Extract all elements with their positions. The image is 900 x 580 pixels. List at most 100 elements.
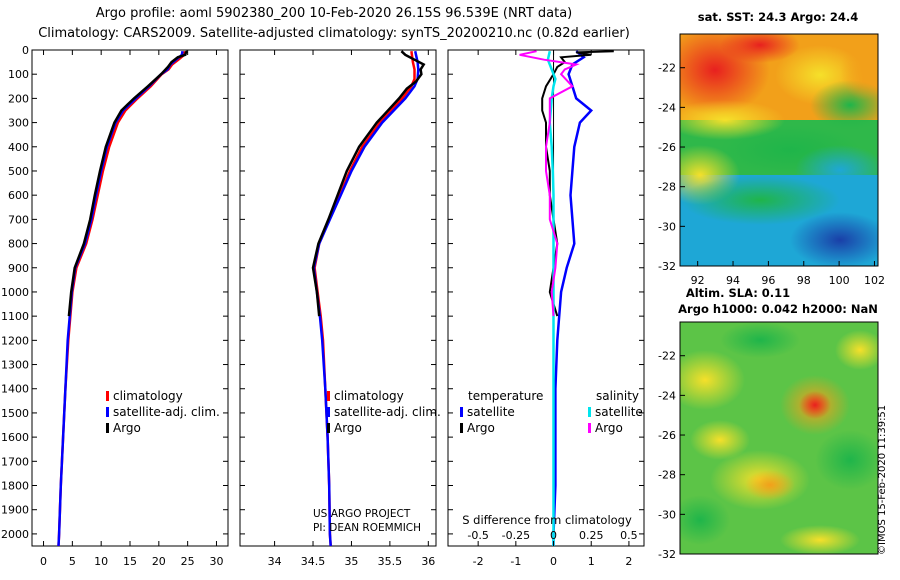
sst-x-tick-label: 100 [829,274,850,287]
difference-panel-frame [447,49,645,547]
depth-axis: 0 100 200 300 400 500 600 700 800 900 1000 1100 1200… [1,44,644,541]
salinity-legend: climatology satellite-adj. clim. Argo US… [313,389,441,534]
x-tick-label: 30 [209,555,223,568]
difference-legend: temperature salinity satellite Argo sate… [460,389,643,527]
depth-tick-label: 100 [8,68,29,81]
sst-y-tick-label: -24 [658,101,676,114]
legend-label-temp-satellite: satellite [467,405,515,419]
legend-swatch-satellite [327,407,330,417]
legend-label-satellite: satellite-adj. clim. [334,405,441,419]
depth-tick-label: 1800 [1,480,29,493]
legend-swatch-satellite [106,407,109,417]
depth-tick-label: 1900 [1,504,29,517]
pi-annotation: PI: DEAN ROEMMICH [313,522,421,534]
sla-y-tick-label: -26 [658,429,676,442]
depth-tick-label: 1700 [1,455,29,468]
x-tick-label: 1 [588,555,595,568]
secondary-tick-label: -0.5 [467,529,488,542]
legend-label-argo: Argo [334,421,362,435]
x-tick-label: 0 [40,555,47,568]
x-tick-label: 36 [421,555,435,568]
sla-y-tick-label: -24 [658,389,676,402]
sst-x-tick-label: 98 [797,274,811,287]
legend-swatch-climatology [327,391,330,401]
sst-map-title: sat. SST: 24.3 Argo: 24.4 [698,10,858,24]
x-tick-label: -2 [473,555,484,568]
salinity-argo-line [311,50,426,317]
depth-tick-label: 600 [8,189,29,202]
sst-x-tick-label: 92 [691,274,705,287]
depth-tick-label: 500 [8,165,29,178]
legend-label-temp-argo: Argo [467,421,495,435]
sst-x-tick-label: 96 [761,274,775,287]
temperature-climatology-line [57,50,187,546]
legend-swatch-climatology [106,391,109,401]
sst-y-tick-label: -28 [658,181,676,194]
temperature-argo-line [67,50,188,317]
sla-map-axes: -22 -24 -26 -28 -30 -32 [658,350,685,561]
x-tick-label: 0 [550,555,557,568]
diff-salinity-satellite-line [546,50,557,546]
x-tick-label: 15 [123,555,137,568]
depth-tick-label: 1100 [1,310,29,323]
depth-tick-label: 200 [8,92,29,105]
sst-heatmap-image [680,34,878,266]
diff-salinity-argo-line [519,50,580,317]
depth-tick-label: 300 [8,117,29,130]
x-tick-label: 2 [625,555,632,568]
secondary-tick-label: -0.25 [502,529,530,542]
depth-tick-label: 2000 [1,528,29,541]
figure-title-line2: Climatology: CARS2009. Satellite-adjuste… [38,26,630,41]
legend-label-satellite: satellite-adj. clim. [113,405,220,419]
x-tick-label: 34.5 [301,555,326,568]
x-tick-label: 34 [268,555,282,568]
sst-x-tick-label: 94 [726,274,740,287]
sst-map-frame [679,33,879,267]
legend-title-temperature: temperature [468,389,543,403]
depth-tick-label: 1600 [1,431,29,444]
depth-tick-label: 900 [8,262,29,275]
depth-tick-label: 1400 [1,383,29,396]
difference-secondary-xlabel: S difference from climatology [462,513,632,527]
legend-swatch-temp-satellite [460,407,463,417]
temperature-curves [57,50,188,546]
secondary-tick-label: 0 [550,529,557,542]
x-tick-label: 35 [344,555,358,568]
x-tick-label: 5 [69,555,76,568]
salinity-x-axis: 34 34.5 35 35.5 36 [268,50,435,568]
legend-label-climatology: climatology [334,389,404,403]
legend-swatch-temp-argo [460,423,463,433]
sst-y-tick-label: -22 [658,62,676,75]
sst-x-tick-label: 102 [864,274,885,287]
sla-y-tick-label: -22 [658,350,676,363]
salinity-curves [311,50,426,546]
sla-map-subtitle: Argo h1000: 0.042 h2000: NaN [678,302,878,316]
depth-tick-label: 800 [8,238,29,251]
sla-y-tick-label: -32 [658,548,676,561]
legend-label-sal-argo: Argo [595,421,623,435]
x-tick-label: 25 [181,555,195,568]
legend-swatch-argo [327,423,330,433]
temperature-x-axis: 0 5 10 15 20 25 30 [40,50,223,568]
sst-y-tick-label: -26 [658,141,676,154]
sst-y-tick-label: -32 [658,260,676,273]
depth-tick-label: 1200 [1,334,29,347]
project-annotation: US ARGO PROJECT [313,508,411,520]
salinity-satellite-line [312,50,420,546]
sst-y-tick-label: -30 [658,220,676,233]
salinity-panel-frame [239,49,437,547]
difference-secondary-axis: -0.5 -0.25 0 0.25 0.5 [467,529,637,542]
depth-tick-label: 1300 [1,359,29,372]
sla-map-title: Altim. SLA: 0.11 [686,286,790,300]
sla-map-frame [679,321,879,555]
depth-tick-label: 700 [8,213,29,226]
diff-temperature-satellite-line [552,50,594,546]
depth-tick-label: 1000 [1,286,29,299]
imos-timestamp-text: ©IMOS 15-Feb-2020 11:39:51 [877,404,888,555]
x-tick-label: 10 [94,555,108,568]
sla-heatmap-image [680,322,878,554]
legend-title-salinity: salinity [596,389,639,403]
legend-swatch-argo [106,423,109,433]
